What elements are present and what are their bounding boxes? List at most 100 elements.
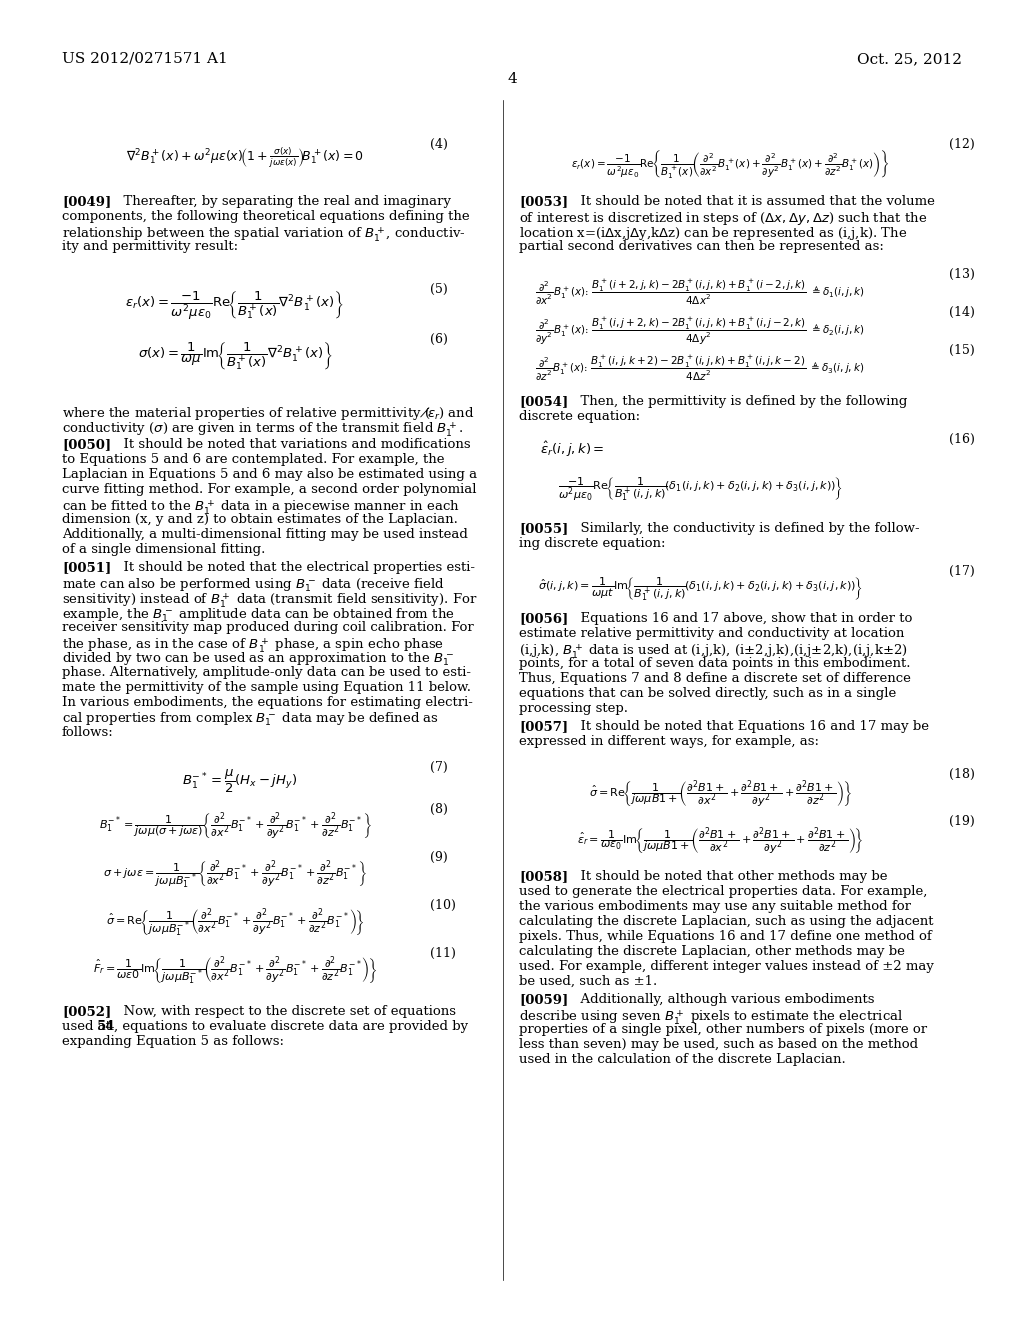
Text: sensitivity) instead of $B_1^+$ data (transmit field sensitivity). For: sensitivity) instead of $B_1^+$ data (tr…: [62, 591, 477, 610]
Text: Laplacian in Equations 5 and 6 may also be estimated using a: Laplacian in Equations 5 and 6 may also …: [62, 469, 477, 480]
Text: the various embodiments may use any suitable method for: the various embodiments may use any suit…: [519, 900, 911, 913]
Text: to Equations 5 and 6 are contemplated. For example, the: to Equations 5 and 6 are contemplated. F…: [62, 453, 444, 466]
Text: conductivity ($\sigma$) are given in terms of the transmit field $B_1^+$.: conductivity ($\sigma$) are given in ter…: [62, 420, 464, 438]
Text: dimension (x, y and z) to obtain estimates of the Laplacian.: dimension (x, y and z) to obtain estimat…: [62, 513, 458, 525]
Text: $\dfrac{\partial^2}{\partial z^2}B_1^+(x)$: $\dfrac{B_1^+(i,j,k+2)-2B_1^+(i,j,k): $\dfrac{\partial^2}{\partial z^2}B_1^+(x…: [536, 354, 864, 383]
Text: divided by two can be used as an approximation to the $B_1^-$: divided by two can be used as an approxi…: [62, 651, 454, 668]
Text: 54: 54: [97, 1020, 116, 1034]
Text: of a single dimensional fitting.: of a single dimensional fitting.: [62, 543, 265, 556]
Text: It should be noted that the electrical properties esti-: It should be noted that the electrical p…: [115, 561, 475, 574]
Text: estimate relative permittivity and conductivity at location: estimate relative permittivity and condu…: [519, 627, 904, 640]
Text: $\hat{F}_r = \dfrac{1}{\omega\varepsilon 0}\mathrm{Im}\!\left\{\dfrac{1}{j\omega: $\hat{F}_r = \dfrac{1}{\omega\varepsilon…: [93, 954, 377, 987]
Text: (4): (4): [430, 139, 447, 150]
Text: [0058]: [0058]: [519, 870, 568, 883]
Text: $\sigma+j\omega\varepsilon = \dfrac{1}{j\omega\mu B_1^{-*}}\!\left\{\dfrac{\part: $\sigma+j\omega\varepsilon = \dfrac{1}{j…: [102, 858, 367, 891]
Text: (i,j,k), $B_1^+$ data is used at (i,j,k), (i$\pm$2,j,k),(i,j$\pm$2,k),(i,j,k$\pm: (i,j,k), $B_1^+$ data is used at (i,j,k)…: [519, 642, 907, 661]
Text: (13): (13): [949, 268, 975, 281]
Text: $\dfrac{\partial^2}{\partial y^2}B_1^+(x)$: $\dfrac{B_1^+(i,j+2,k)-2B_1^+(i,j,k): $\dfrac{\partial^2}{\partial y^2}B_1^+(x…: [535, 315, 865, 347]
Text: Equations 16 and 17 above, show that in order to: Equations 16 and 17 above, show that in …: [572, 612, 912, 624]
Text: 4: 4: [507, 73, 517, 86]
Text: less than seven) may be used, such as based on the method: less than seven) may be used, such as ba…: [519, 1038, 919, 1051]
Text: $\dfrac{-1}{\omega^2\mu\varepsilon_0}\mathrm{Re}\!\left\{\dfrac{1}{B_1^+(i,j,k)}: $\dfrac{-1}{\omega^2\mu\varepsilon_0}\ma…: [558, 475, 842, 503]
Text: expanding Equation 5 as follows:: expanding Equation 5 as follows:: [62, 1035, 284, 1048]
Text: [0059]: [0059]: [519, 993, 568, 1006]
Text: receiver sensitivity map produced during coil calibration. For: receiver sensitivity map produced during…: [62, 620, 474, 634]
Text: $\varepsilon_r(x) = \dfrac{-1}{\omega^2\mu\varepsilon_0}\mathrm{Re}\!\left\{\dfr: $\varepsilon_r(x) = \dfrac{-1}{\omega^2\…: [571, 148, 889, 180]
Text: mate the permittivity of the sample using Equation 11 below.: mate the permittivity of the sample usin…: [62, 681, 471, 694]
Text: (9): (9): [430, 851, 447, 865]
Text: (5): (5): [430, 282, 447, 296]
Text: US 2012/0271571 A1: US 2012/0271571 A1: [62, 51, 227, 66]
Text: (16): (16): [949, 433, 975, 446]
Text: It should be noted that it is assumed that the volume: It should be noted that it is assumed th…: [572, 195, 935, 209]
Text: mate can also be performed using $B_1^-$ data (receive field: mate can also be performed using $B_1^-$…: [62, 576, 444, 594]
Text: $\hat{\varepsilon}_r(i,j,k) =$: $\hat{\varepsilon}_r(i,j,k) =$: [540, 440, 604, 459]
Text: [0051]: [0051]: [62, 561, 112, 574]
Text: [0053]: [0053]: [519, 195, 568, 209]
Text: $B_1^{-*} = \dfrac{\mu}{2}(H_x - jH_y)$: $B_1^{-*} = \dfrac{\mu}{2}(H_x - jH_y)$: [182, 768, 298, 795]
Text: [0057]: [0057]: [519, 719, 568, 733]
Text: discrete equation:: discrete equation:: [519, 411, 640, 422]
Text: [0050]: [0050]: [62, 438, 112, 451]
Text: expressed in different ways, for example, as:: expressed in different ways, for example…: [519, 735, 819, 748]
Text: properties of a single pixel, other numbers of pixels (more or: properties of a single pixel, other numb…: [519, 1023, 927, 1036]
Text: $\nabla^2 B_1^+(x)+\omega^2\mu\varepsilon(x)\!\left(1+\frac{\sigma(x)}{j\omega\v: $\nabla^2 B_1^+(x)+\omega^2\mu\varepsilo…: [126, 145, 365, 169]
Text: It should be noted that Equations 16 and 17 may be: It should be noted that Equations 16 and…: [572, 719, 929, 733]
Text: cal properties from complex $B_1^-$ data may be defined as: cal properties from complex $B_1^-$ data…: [62, 711, 439, 729]
Text: Similarly, the conductivity is defined by the follow-: Similarly, the conductivity is defined b…: [572, 521, 920, 535]
Text: Additionally, a multi-dimensional fitting may be used instead: Additionally, a multi-dimensional fittin…: [62, 528, 468, 541]
Text: Thus, Equations 7 and 8 define a discrete set of difference: Thus, Equations 7 and 8 define a discret…: [519, 672, 911, 685]
Text: ing discrete equation:: ing discrete equation:: [519, 537, 666, 550]
Text: the phase, as in the case of $B_1^+$ phase, a spin echo phase: the phase, as in the case of $B_1^+$ pha…: [62, 636, 444, 655]
Text: points, for a total of seven data points in this embodiment.: points, for a total of seven data points…: [519, 657, 910, 671]
Text: calculating the discrete Laplacian, other methods may be: calculating the discrete Laplacian, othe…: [519, 945, 905, 958]
Text: $\varepsilon_r(x) = \dfrac{-1}{\omega^2\mu\varepsilon_0}\mathrm{Re}\!\left\{\dfr: $\varepsilon_r(x) = \dfrac{-1}{\omega^2\…: [125, 290, 345, 322]
Text: Oct. 25, 2012: Oct. 25, 2012: [857, 51, 962, 66]
Text: (17): (17): [949, 565, 975, 578]
Text: In various embodiments, the equations for estimating electri-: In various embodiments, the equations fo…: [62, 696, 473, 709]
Text: [0056]: [0056]: [519, 612, 568, 624]
Text: $\hat{\sigma} = \mathrm{Re}\!\left\{\dfrac{1}{j\omega\mu B_1^{-*}}\!\left(\dfrac: $\hat{\sigma} = \mathrm{Re}\!\left\{\dfr…: [105, 906, 365, 939]
Text: equations that can be solved directly, such as in a single: equations that can be solved directly, s…: [519, 686, 896, 700]
Text: (12): (12): [949, 139, 975, 150]
Text: [0052]: [0052]: [62, 1005, 112, 1018]
Text: calculating the discrete Laplacian, such as using the adjacent: calculating the discrete Laplacian, such…: [519, 915, 934, 928]
Text: Then, the permittivity is defined by the following: Then, the permittivity is defined by the…: [572, 395, 907, 408]
Text: processing step.: processing step.: [519, 702, 628, 715]
Text: (19): (19): [949, 814, 975, 828]
Text: [0055]: [0055]: [519, 521, 568, 535]
Text: (11): (11): [430, 946, 456, 960]
Text: pixels. Thus, while Equations 16 and 17 define one method of: pixels. Thus, while Equations 16 and 17 …: [519, 931, 932, 942]
Text: $\hat{\sigma} = \mathrm{Re}\!\left\{\dfrac{1}{j\omega\mu B1+}\!\left(\dfrac{\par: $\hat{\sigma} = \mathrm{Re}\!\left\{\dfr…: [589, 777, 851, 810]
Text: (6): (6): [430, 333, 447, 346]
Text: example, the $B_1^-$ amplitude data can be obtained from the: example, the $B_1^-$ amplitude data can …: [62, 606, 455, 623]
Text: $\sigma(x) = \dfrac{1}{\omega\mu}\mathrm{Im}\!\left\{\dfrac{1}{B_1^+(x)}\nabla^2: $\sigma(x) = \dfrac{1}{\omega\mu}\mathrm…: [137, 341, 333, 372]
Text: [0054]: [0054]: [519, 395, 568, 408]
Text: (8): (8): [430, 803, 447, 816]
Text: used at: used at: [62, 1020, 116, 1034]
Text: describe using seven $B_1^+$ pixels to estimate the electrical: describe using seven $B_1^+$ pixels to e…: [519, 1008, 903, 1027]
Text: (10): (10): [430, 899, 456, 912]
Text: used to generate the electrical properties data. For example,: used to generate the electrical properti…: [519, 884, 928, 898]
Text: curve fitting method. For example, a second order polynomial: curve fitting method. For example, a sec…: [62, 483, 476, 496]
Text: Now, with respect to the discrete set of equations: Now, with respect to the discrete set of…: [115, 1005, 456, 1018]
Text: Additionally, although various embodiments: Additionally, although various embodimen…: [572, 993, 874, 1006]
Text: where the material properties of relative permittivity ($\not\!\varepsilon_r$) a: where the material properties of relativ…: [62, 405, 474, 422]
Text: phase. Alternatively, amplitude-only data can be used to esti-: phase. Alternatively, amplitude-only dat…: [62, 667, 471, 678]
Text: (15): (15): [949, 345, 975, 356]
Text: It should be noted that other methods may be: It should be noted that other methods ma…: [572, 870, 888, 883]
Text: be used, such as ±1.: be used, such as ±1.: [519, 975, 657, 987]
Text: used in the calculation of the discrete Laplacian.: used in the calculation of the discrete …: [519, 1053, 846, 1067]
Text: , equations to evaluate discrete data are provided by: , equations to evaluate discrete data ar…: [114, 1020, 468, 1034]
Text: follows:: follows:: [62, 726, 114, 739]
Text: ity and permittivity result:: ity and permittivity result:: [62, 240, 239, 253]
Text: (14): (14): [949, 306, 975, 319]
Text: can be fitted to the $B_1^+$ data in a piecewise manner in each: can be fitted to the $B_1^+$ data in a p…: [62, 498, 460, 517]
Text: Thereafter, by separating the real and imaginary: Thereafter, by separating the real and i…: [115, 195, 451, 209]
Text: of interest is discretized in steps of ($\Delta x,\Delta y,\Delta z$) such that : of interest is discretized in steps of (…: [519, 210, 928, 227]
Text: It should be noted that variations and modifications: It should be noted that variations and m…: [115, 438, 471, 451]
Text: partial second derivatives can then be represented as:: partial second derivatives can then be r…: [519, 240, 884, 253]
Text: $\hat{\varepsilon}_r = \dfrac{1}{\omega\varepsilon_0}\mathrm{Im}\!\left\{\dfrac{: $\hat{\varepsilon}_r = \dfrac{1}{\omega\…: [577, 825, 863, 857]
Text: [0049]: [0049]: [62, 195, 112, 209]
Text: $\dfrac{\partial^2}{\partial x^2}B_1^+(x)$: $\dfrac{B_1^+(i+2,j,k)-2B_1^+(i,j,k): $\dfrac{\partial^2}{\partial x^2}B_1^+(x…: [535, 279, 865, 308]
